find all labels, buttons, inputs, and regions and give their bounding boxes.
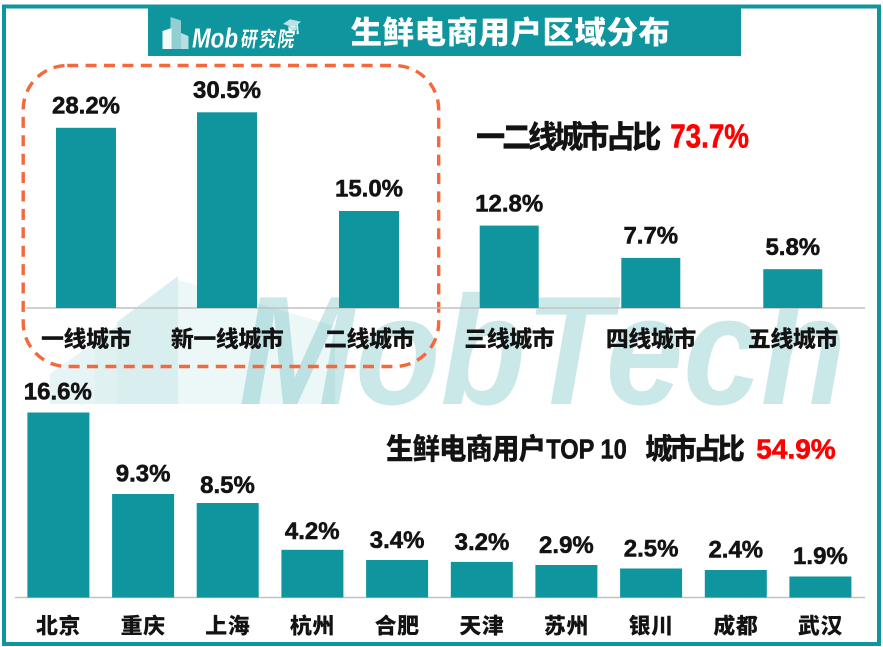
svg-text:3.2%: 3.2%	[455, 529, 510, 556]
svg-text:28.2%: 28.2%	[52, 93, 120, 120]
svg-text:5.8%: 5.8%	[765, 234, 820, 261]
svg-text:9.3%: 9.3%	[116, 461, 171, 488]
svg-text:Mob: Mob	[192, 23, 238, 54]
svg-text:12.8%: 12.8%	[475, 190, 543, 217]
svg-text:30.5%: 30.5%	[193, 77, 261, 104]
svg-text:MobTech: MobTech	[239, 265, 846, 437]
svg-text:2.4%: 2.4%	[708, 537, 763, 564]
svg-text:15.0%: 15.0%	[335, 176, 403, 203]
svg-text:16.6%: 16.6%	[24, 378, 92, 405]
svg-text:3.4%: 3.4%	[370, 527, 425, 554]
svg-text:7.7%: 7.7%	[623, 223, 678, 250]
svg-text:TOP 10: TOP 10	[546, 435, 627, 465]
svg-text:1.9%: 1.9%	[793, 543, 848, 570]
svg-text:54.9%: 54.9%	[756, 434, 835, 465]
svg-text:4.2%: 4.2%	[285, 518, 340, 545]
svg-text:8.5%: 8.5%	[200, 472, 255, 499]
svg-text:2.9%: 2.9%	[539, 532, 594, 559]
svg-text:73.7%: 73.7%	[670, 118, 749, 155]
svg-text:2.5%: 2.5%	[624, 536, 679, 563]
